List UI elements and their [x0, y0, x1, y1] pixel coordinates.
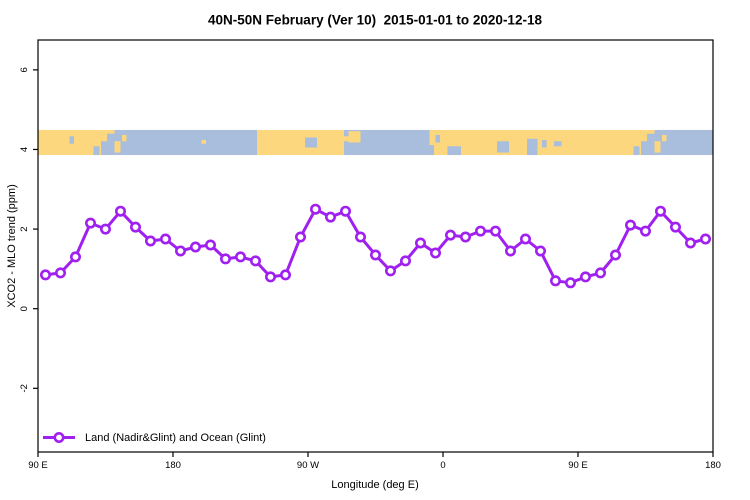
- data-point: [324, 211, 336, 223]
- x-tick-label: 0: [440, 460, 445, 471]
- data-point: [609, 249, 621, 261]
- data-point: [504, 245, 516, 257]
- data-point: [564, 277, 576, 289]
- map-band-detail: [114, 141, 121, 153]
- data-point: [264, 271, 276, 283]
- data-point: [669, 221, 681, 233]
- trend-line: [44, 207, 707, 285]
- data-point: [205, 239, 217, 251]
- map-band-detail: [107, 133, 115, 156]
- data-point: [384, 265, 396, 277]
- map-band-detail: [348, 131, 361, 143]
- data-point: [489, 225, 501, 237]
- data-point: [369, 249, 381, 261]
- legend-label: Land (Nadir&Glint) and Ocean (Glint): [85, 431, 266, 444]
- data-point: [39, 269, 51, 281]
- data-point: [309, 203, 321, 215]
- map-band-detail: [344, 136, 349, 142]
- map-band-detail: [542, 139, 547, 148]
- data-point: [175, 245, 187, 257]
- data-point: [639, 225, 651, 237]
- data-point: [549, 275, 561, 287]
- data-point: [130, 221, 142, 233]
- data-point: [474, 225, 486, 237]
- map-band-detail: [435, 134, 440, 143]
- map-band-detail: [554, 141, 562, 147]
- y-axis-title: XCO2 - MLO trend (ppm): [6, 184, 18, 308]
- data-point: [235, 251, 247, 263]
- plot-frame: [37, 39, 714, 453]
- map-band-detail: [101, 141, 107, 156]
- data-point: [579, 271, 591, 283]
- y-tick-label: 0: [19, 306, 30, 311]
- data-point: [220, 253, 232, 265]
- data-point: [294, 231, 306, 243]
- map-band-detail: [69, 136, 74, 144]
- data-point: [399, 255, 411, 267]
- data-point: [534, 245, 546, 257]
- data-point: [699, 233, 711, 245]
- map-band-segment: [257, 129, 344, 156]
- x-tick-label: 90 E: [28, 460, 48, 471]
- data-point: [624, 219, 636, 231]
- map-band-detail: [654, 141, 661, 153]
- data-point: [85, 217, 97, 229]
- y-tick-label: 2: [19, 226, 30, 231]
- data-point: [459, 231, 471, 243]
- data-point: [519, 233, 531, 245]
- x-tick-label: 180: [165, 460, 181, 471]
- map-band-detail: [201, 139, 206, 144]
- data-point: [70, 251, 82, 263]
- chart-title: 40N-50N February (Ver 10) 2015-01-01 to …: [208, 12, 542, 28]
- data-point: [100, 223, 112, 235]
- map-band-detail: [647, 133, 655, 156]
- data-point: [654, 205, 666, 217]
- x-tick-label: 180: [705, 460, 721, 471]
- x-axis-title: Longitude (deg E): [331, 479, 419, 491]
- data-point: [354, 231, 366, 243]
- y-tick-label: 4: [19, 147, 30, 152]
- data-point: [115, 205, 127, 217]
- data-point: [444, 229, 456, 241]
- data-point: [145, 235, 157, 247]
- data-point: [54, 267, 66, 279]
- map-band-segment: [114, 129, 257, 156]
- data-point: [279, 269, 291, 281]
- y-tick-label: 6: [19, 67, 30, 72]
- map-band-detail: [633, 146, 640, 156]
- data-point: [594, 267, 606, 279]
- data-point: [429, 247, 441, 259]
- data-point: [160, 233, 172, 245]
- data-point: [684, 237, 696, 249]
- data-point: [250, 255, 262, 267]
- map-band-detail: [527, 138, 538, 156]
- map-band-detail: [641, 141, 647, 156]
- legend: Land (Nadir&Glint) and Ocean (Glint): [42, 430, 266, 445]
- map-band-detail: [447, 146, 461, 156]
- map-band-detail: [662, 134, 667, 142]
- map-band-segment: [654, 129, 713, 156]
- data-point: [190, 241, 202, 253]
- legend-marker-icon: [43, 432, 75, 443]
- map-band-detail: [497, 141, 509, 153]
- y-tick-label: -2: [19, 384, 30, 392]
- x-tick-label: 90 W: [297, 460, 319, 471]
- map-band-detail: [93, 146, 100, 156]
- map-band-detail: [429, 145, 434, 156]
- map-band-detail: [122, 134, 127, 142]
- data-point: [414, 237, 426, 249]
- map-band-detail: [305, 137, 317, 148]
- x-tick-label: 90 E: [568, 460, 588, 471]
- data-point: [339, 205, 351, 217]
